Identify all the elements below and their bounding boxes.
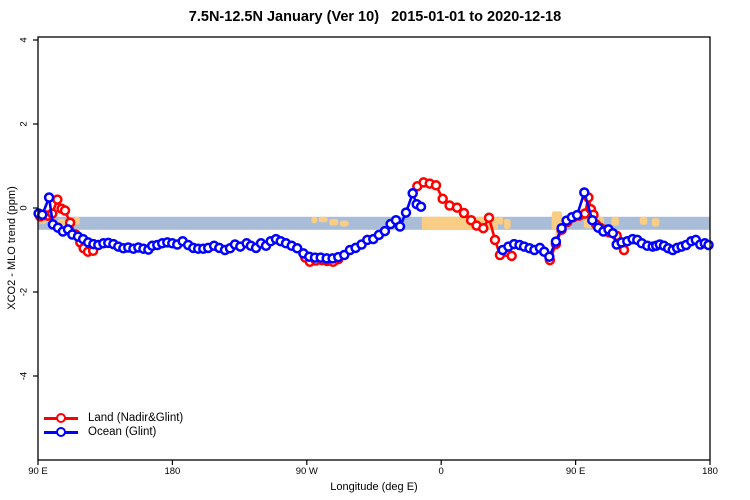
y-tick-label: 2	[18, 121, 30, 127]
data-point	[52, 194, 63, 205]
data-point	[43, 192, 55, 203]
y-tick-label: -2	[18, 287, 30, 297]
data-point	[430, 180, 442, 191]
data-point	[59, 205, 71, 216]
data-point	[478, 222, 489, 234]
land-blob	[651, 218, 660, 227]
data-point	[550, 236, 562, 247]
data-point	[458, 207, 470, 219]
data-point	[483, 212, 495, 223]
x-tick-label: 90 E	[28, 466, 48, 477]
data-point	[544, 251, 555, 262]
land-blob	[503, 218, 511, 229]
data-point	[400, 207, 412, 218]
data-point	[607, 227, 619, 239]
data-point	[556, 222, 567, 234]
y-tick-label: 0	[18, 205, 30, 211]
ocean-series-marker-icon	[44, 427, 78, 437]
data-point	[451, 202, 463, 213]
land-blob	[611, 216, 619, 226]
y-axis-label: XCO2 - MLO trend (ppm)	[6, 186, 18, 310]
data-point	[437, 193, 448, 205]
data-point	[579, 187, 590, 198]
y-tick-label: -4	[18, 371, 30, 381]
data-point	[415, 201, 427, 212]
chart-title: 7.5N-12.5N January (Ver 10) 2015-01-01 t…	[188, 9, 562, 25]
legend-item-ocean: Ocean (Glint)	[44, 425, 183, 439]
data-point	[703, 239, 714, 251]
x-tick-label: 0	[438, 466, 444, 477]
x-tick-label: 90 E	[565, 466, 586, 477]
x-tick-label: 90 W	[295, 466, 318, 477]
data-point	[407, 188, 418, 199]
land-series-marker-icon	[44, 413, 78, 423]
data-point	[587, 214, 598, 226]
land-blob	[329, 218, 339, 226]
land-blob	[497, 216, 504, 225]
x-tick-label: 180	[164, 466, 181, 477]
land-blob	[639, 216, 648, 225]
data-point	[571, 209, 583, 221]
data-point	[489, 234, 501, 246]
land-blob	[318, 216, 328, 223]
legend-label-land: Land (Nadir&Glint)	[88, 412, 184, 424]
legend-label-ocean: Ocean (Glint)	[88, 426, 157, 438]
plot-border	[37, 36, 711, 461]
legend-item-land: Land (Nadir&Glint)	[44, 411, 183, 425]
y-tick-label: 4	[18, 37, 30, 43]
legend: Land (Nadir&Glint) Ocean (Glint)	[44, 411, 183, 439]
land-blob	[311, 216, 318, 224]
data-point	[379, 225, 391, 237]
data-point	[394, 221, 406, 232]
x-tick-label: 180	[702, 466, 718, 477]
land-blob	[339, 220, 349, 227]
x-axis-label: Longitude (deg E)	[330, 481, 418, 493]
data-point	[37, 209, 48, 220]
ocean-band	[38, 216, 710, 230]
data-point	[506, 250, 517, 262]
